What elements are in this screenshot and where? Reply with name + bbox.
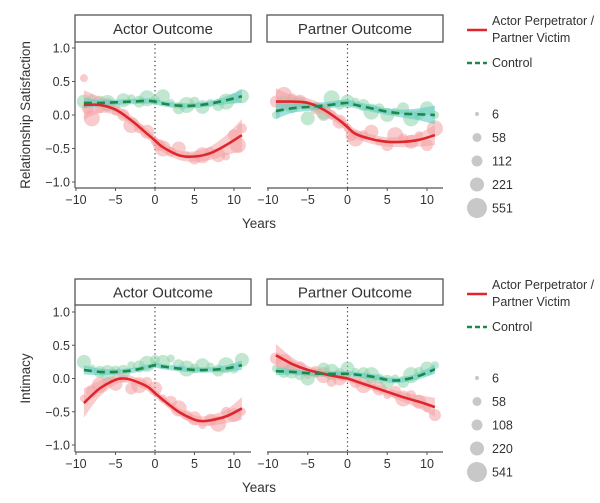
legend-label: Control [492, 320, 532, 334]
x-tick-label: −5 [301, 457, 315, 471]
size-legend-label: 58 [492, 131, 506, 145]
size-legend-circle [470, 177, 484, 192]
trend-line-perpetrator [83, 103, 243, 158]
y-tick-label: 0.5 [53, 75, 70, 89]
x-tick-label: 10 [227, 193, 241, 207]
size-legend-circle [471, 419, 483, 431]
legend-label: Actor Perpetrator / [492, 278, 595, 292]
panel-title: Partner Outcome [298, 285, 412, 302]
y-tick-label: 0.5 [53, 339, 70, 353]
panel-partner-outcome: Partner Outcome −10 −5 0 5 10 [257, 14, 444, 207]
trend-line-perpetrator [83, 377, 243, 423]
size-legend-label: 112 [492, 155, 512, 169]
trend-line-control [275, 101, 435, 117]
y-tick-label: −1.0 [45, 176, 70, 190]
size-legend-circle [475, 112, 479, 116]
size-legend-circle [470, 441, 484, 456]
size-legend-circle [472, 397, 482, 406]
x-tick-label: −5 [301, 193, 315, 207]
x-axis-title: Years [242, 480, 276, 495]
size-legend-circle [467, 462, 487, 482]
x-tick-label: 10 [420, 457, 434, 471]
x-tick-label: 0 [344, 457, 351, 471]
legend-label: Control [492, 56, 532, 70]
panel-header-box [266, 14, 444, 43]
y-tick-label: 1.0 [53, 306, 70, 320]
y-axis-title: Intimacy [18, 353, 33, 404]
x-tick-label: −5 [108, 457, 122, 471]
legend-label: Partner Victim [492, 31, 570, 45]
y-tick-label: −0.5 [45, 405, 70, 419]
panel-title: Actor Outcome [113, 285, 213, 302]
size-legend-circle [472, 133, 482, 142]
data-point-control [155, 89, 170, 104]
size-legend-label: 6 [492, 108, 499, 122]
trend-line-perpetrator [275, 354, 436, 409]
size-legend-label: 221 [492, 178, 513, 192]
y-tick-label: 1.0 [53, 42, 70, 56]
panel-title: Actor Outcome [113, 21, 213, 38]
chart-intimacy: Intimacy Actor Outcome 1.0 0.5 0.0 −0.5 −1.0 −1… [18, 278, 595, 495]
x-tick-label: 0 [152, 193, 159, 207]
series-legend: Actor Perpetrator / Partner Victim Control [467, 14, 595, 70]
size-legend-label: 108 [492, 419, 513, 433]
x-tick-label: −10 [65, 193, 86, 207]
y-tick-label: −0.5 [45, 142, 70, 156]
legend-label: Actor Perpetrator / [492, 14, 595, 28]
x-tick-label: 10 [420, 193, 434, 207]
size-legend-circle [467, 198, 487, 218]
data-point-perpetrator [79, 74, 88, 83]
x-tick-label: 5 [384, 193, 391, 207]
data-point-control [300, 111, 315, 126]
size-legend-label: 6 [492, 372, 499, 386]
chart-relationship-satisfaction: Relationship Satisfaction Actor Outcome 1.… [18, 14, 595, 231]
size-legend-label: 551 [492, 202, 513, 216]
x-tick-label: 10 [227, 457, 241, 471]
x-tick-label: 0 [344, 193, 351, 207]
panel-header-box [266, 278, 444, 306]
data-point-control [76, 354, 91, 369]
panel-header-box [74, 278, 252, 306]
trend-line-control [275, 368, 436, 382]
panel-actor-outcome: Actor Outcome 1.0 0.5 0.0 −0.5 −1.0 −10 −5 0 5 10 [45, 14, 252, 207]
y-tick-label: 0.0 [53, 109, 70, 123]
size-legend-label: 541 [492, 466, 513, 480]
x-tick-label: −10 [65, 457, 86, 471]
panel-header-box [74, 14, 252, 43]
x-tick-label: 0 [152, 457, 159, 471]
trend-line-control [83, 363, 243, 374]
size-legend: 6 58 112 221 551 [467, 108, 513, 218]
trend-line-control [83, 94, 243, 108]
y-axis-title: Relationship Satisfaction [18, 41, 33, 189]
size-legend-circle [471, 155, 483, 167]
panel-actor-outcome: Actor Outcome 1.0 0.5 0.0 −0.5 −1.0 −10 −5 0 5 10 [45, 278, 252, 471]
size-legend-label: 220 [492, 442, 513, 456]
x-tick-label: 5 [191, 457, 198, 471]
data-point-control [166, 354, 175, 363]
x-axis-title: Years [242, 216, 276, 231]
x-tick-label: −5 [108, 193, 122, 207]
x-tick-label: −10 [257, 457, 278, 471]
x-tick-label: 5 [191, 193, 198, 207]
x-tick-label: −10 [257, 193, 278, 207]
size-legend-label: 58 [492, 395, 506, 409]
legend-label: Partner Victim [492, 295, 570, 309]
panel-title: Partner Outcome [298, 21, 412, 38]
trend-line-perpetrator [275, 100, 436, 144]
size-legend-circle [475, 376, 479, 380]
size-legend: 6 58 108 220 541 [467, 372, 513, 482]
series-legend: Actor Perpetrator / Partner Victim Control [467, 278, 595, 334]
x-tick-label: 5 [384, 457, 391, 471]
y-tick-label: 0.0 [53, 372, 70, 386]
y-tick-label: −1.0 [45, 439, 70, 453]
panel-partner-outcome: Partner Outcome −10 −5 0 5 10 [257, 278, 444, 471]
